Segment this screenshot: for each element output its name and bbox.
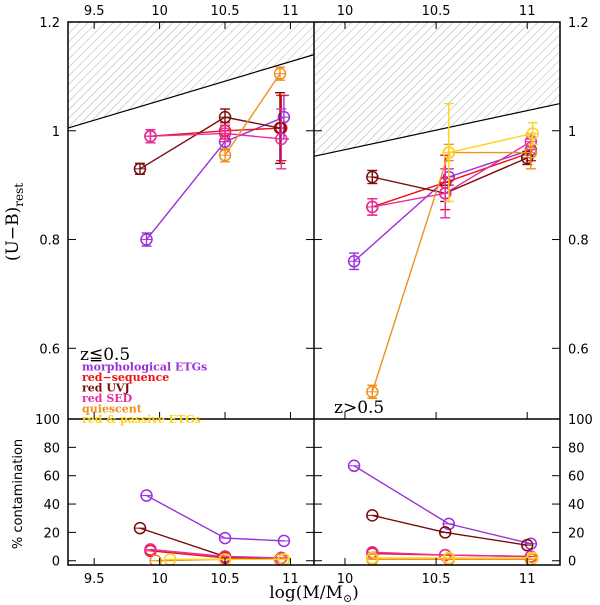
upper-left-data	[133, 66, 291, 247]
left-xtick-label-bottom: 10.5	[211, 572, 240, 587]
lower-ytick-label-right: 40	[568, 498, 585, 513]
series-red-passive-etgs-upper-right-line	[448, 132, 533, 154]
right-xtick-label-bottom: 10	[337, 572, 354, 587]
lower-ytick-label-left: 80	[43, 441, 60, 456]
upper-ytick-label-left: 1	[52, 125, 60, 140]
right-xtick-label-top: 10	[337, 4, 354, 19]
upper-ytick-label-left: 1.2	[39, 16, 60, 31]
legend-entry: red UVJ	[82, 382, 130, 395]
left-xtick-label-top: 11	[282, 4, 299, 19]
y-axis-title-upper: (U−B)rest	[3, 183, 26, 261]
lower-ytick-label-right: 20	[568, 526, 585, 541]
legend-entry: red−sequence	[82, 371, 169, 384]
lower-ytick-label-left: 60	[43, 470, 60, 485]
panel-label-left: z≦0.5	[80, 345, 130, 365]
boundary-line-left	[67, 54, 315, 129]
lower-ytick-label-left: 0	[52, 555, 60, 570]
lower-ytick-label-right: 0	[568, 555, 576, 570]
lower-ytick-label-left: 100	[35, 413, 60, 428]
left-xtick-label-bottom: 11	[282, 572, 299, 587]
upper-right-data	[347, 102, 539, 400]
boundary-line-right	[313, 102, 561, 157]
upper-ytick-label-right: 1.2	[568, 16, 589, 31]
x-axis-title: log(M/M⊙)	[269, 583, 359, 605]
left-xtick-label-bottom: 10	[151, 572, 168, 587]
series-morphological-etgs-contam-left-line	[146, 494, 284, 542]
lower-ytick-label-left: 40	[43, 498, 60, 513]
upper-ytick-label-right: 1	[568, 125, 576, 140]
lower-ytick-label-right: 80	[568, 441, 585, 456]
upper-ytick-label-left: 0.8	[39, 234, 60, 249]
series-red-uvj-upper-right-line	[372, 157, 528, 195]
panel-label-right: z>0.5	[334, 398, 384, 418]
upper-ytick-label-left: 0.6	[39, 342, 60, 357]
lower-left-data	[133, 489, 291, 565]
upper-ytick-label-right: 0.6	[568, 342, 589, 357]
legend-entry: morphological ETGs	[82, 361, 207, 374]
legend-entry: red SED	[82, 392, 133, 405]
right-xtick-label-bottom: 11	[519, 572, 536, 587]
lower-ytick-label-right: 60	[568, 470, 585, 485]
right-xtick-label-bottom: 10.5	[422, 572, 451, 587]
left-xtick-label-top: 10	[151, 4, 168, 19]
series-quiescent-upper-left-line	[224, 73, 281, 156]
lower-ytick-label-right: 100	[568, 413, 593, 428]
axis-ticks: 9.59.5101010.510.51111101010.510.511110.…	[35, 4, 593, 587]
y-axis-title-lower: % contamination	[11, 439, 26, 549]
upper-ytick-label-right: 0.8	[568, 234, 589, 249]
left-xtick-label-top: 10.5	[211, 4, 240, 19]
series-quiescent-upper-right-line	[371, 151, 531, 393]
legend-entry: quiescent	[82, 403, 143, 416]
right-xtick-label-top: 10.5	[422, 4, 451, 19]
left-xtick-label-top: 9.5	[84, 4, 105, 19]
left-xtick-label-bottom: 9.5	[84, 572, 105, 587]
forbidden-region-right	[314, 22, 560, 157]
lower-ytick-label-left: 20	[43, 526, 60, 541]
lower-right-data	[347, 459, 539, 565]
right-xtick-label-top: 11	[519, 4, 536, 19]
forbidden-region-left	[68, 22, 314, 129]
legend-entry: red & passive ETGs	[82, 413, 201, 426]
